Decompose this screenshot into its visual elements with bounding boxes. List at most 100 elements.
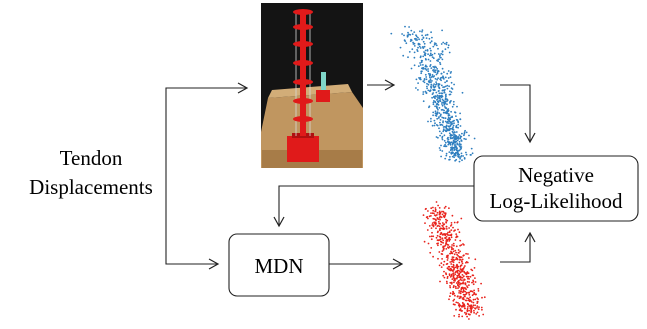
point-cloud-dot bbox=[429, 54, 432, 56]
point-cloud-dot bbox=[452, 142, 455, 145]
point-cloud-dot bbox=[455, 251, 457, 254]
point-cloud-dot bbox=[464, 290, 467, 293]
point-cloud-dot bbox=[456, 153, 459, 156]
point-cloud-dot bbox=[452, 131, 454, 134]
point-cloud-dot bbox=[438, 222, 441, 225]
point-cloud-dot bbox=[410, 39, 413, 42]
point-cloud-dot bbox=[461, 132, 463, 135]
point-cloud-dot bbox=[452, 299, 455, 302]
point-cloud-dot bbox=[461, 274, 464, 276]
point-cloud-dot bbox=[437, 101, 440, 104]
point-cloud-dot bbox=[453, 135, 455, 138]
point-cloud-dot bbox=[454, 143, 456, 146]
point-cloud-dot bbox=[404, 25, 406, 28]
point-cloud-dot bbox=[459, 258, 462, 261]
point-cloud-dot bbox=[444, 76, 447, 79]
point-cloud-dot bbox=[469, 275, 472, 278]
point-cloud-dot bbox=[431, 124, 434, 127]
point-cloud-dot bbox=[466, 280, 469, 283]
point-cloud-dot bbox=[472, 283, 475, 286]
point-cloud-dot bbox=[432, 206, 434, 209]
point-cloud-dot bbox=[455, 287, 457, 290]
point-cloud-dot bbox=[440, 227, 443, 230]
point-cloud-dot bbox=[416, 50, 419, 52]
point-cloud-dot bbox=[447, 143, 450, 146]
point-cloud-dot bbox=[432, 235, 435, 238]
point-cloud-dot bbox=[470, 311, 472, 314]
point-cloud-dot bbox=[466, 315, 468, 318]
point-cloud-dot bbox=[438, 147, 441, 149]
point-cloud-dot bbox=[430, 235, 433, 238]
point-cloud-dot bbox=[456, 139, 459, 142]
point-cloud-dot bbox=[474, 281, 477, 283]
point-cloud-dot bbox=[451, 143, 454, 146]
point-cloud-dot bbox=[468, 318, 470, 320]
point-cloud-dot bbox=[455, 115, 457, 117]
point-cloud-dot bbox=[457, 295, 459, 297]
point-cloud-dot bbox=[439, 100, 442, 103]
point-cloud-dot bbox=[443, 71, 445, 73]
point-cloud-dot bbox=[447, 110, 449, 113]
point-cloud-dot bbox=[424, 208, 427, 211]
point-cloud-dot bbox=[452, 261, 455, 263]
point-cloud-dot bbox=[421, 34, 423, 37]
point-cloud-dot bbox=[453, 154, 455, 157]
point-cloud-dot bbox=[457, 150, 459, 153]
point-cloud-dot bbox=[440, 253, 443, 255]
point-cloud-dot bbox=[434, 112, 437, 115]
point-cloud-dot bbox=[454, 148, 456, 151]
point-cloud-dot bbox=[449, 238, 451, 241]
point-cloud-dot bbox=[459, 304, 462, 307]
point-cloud-dot bbox=[422, 91, 425, 93]
point-cloud-dot bbox=[430, 83, 433, 86]
point-cloud-dot bbox=[446, 72, 449, 75]
point-cloud-dot bbox=[459, 125, 462, 127]
point-cloud-dot bbox=[459, 157, 461, 160]
point-cloud-dot bbox=[450, 236, 453, 239]
point-cloud-dot bbox=[435, 105, 438, 108]
point-cloud-dot bbox=[444, 143, 446, 146]
point-cloud-dot bbox=[445, 218, 447, 221]
point-cloud-dot bbox=[463, 307, 466, 310]
point-cloud-dot bbox=[453, 259, 455, 261]
point-cloud-dot bbox=[433, 218, 436, 220]
point-cloud-dot bbox=[447, 44, 450, 47]
point-cloud-dot bbox=[455, 236, 457, 239]
point-cloud-dot bbox=[464, 299, 467, 302]
point-cloud-dot bbox=[436, 117, 439, 120]
point-cloud-dot bbox=[435, 136, 438, 138]
point-cloud-dot bbox=[422, 214, 425, 217]
point-cloud-dot bbox=[445, 41, 448, 44]
point-cloud-dot bbox=[446, 128, 449, 131]
point-cloud-dot bbox=[451, 252, 454, 255]
point-cloud-dot bbox=[445, 248, 448, 250]
point-cloud-dot bbox=[454, 278, 457, 280]
point-cloud-dot bbox=[444, 205, 447, 208]
point-cloud-dot bbox=[443, 223, 446, 226]
point-cloud-dot bbox=[465, 153, 468, 156]
point-cloud-dot bbox=[427, 120, 429, 123]
point-cloud-dot bbox=[439, 121, 441, 124]
point-cloud-dot bbox=[462, 303, 465, 306]
point-cloud-dot bbox=[441, 103, 443, 105]
point-cloud-dot bbox=[424, 68, 427, 70]
point-cloud-dot bbox=[421, 59, 424, 62]
point-cloud-dot bbox=[466, 285, 468, 287]
point-cloud-dot bbox=[444, 85, 447, 88]
point-cloud-dot bbox=[445, 221, 447, 223]
point-cloud-dot bbox=[441, 89, 444, 92]
point-cloud-dot bbox=[453, 253, 456, 256]
point-cloud-dot bbox=[473, 289, 475, 292]
point-cloud-dot bbox=[472, 301, 475, 304]
point-cloud-dot bbox=[437, 244, 439, 247]
point-cloud-dot bbox=[432, 57, 435, 60]
point-cloud-dot bbox=[448, 51, 451, 54]
point-cloud-dot bbox=[457, 265, 460, 268]
point-cloud-dot bbox=[449, 285, 451, 287]
point-cloud-dot bbox=[436, 96, 439, 98]
point-cloud-dot bbox=[453, 244, 455, 247]
point-cloud-dot bbox=[467, 313, 470, 316]
point-cloud-dot bbox=[463, 278, 466, 281]
point-cloud-dot bbox=[422, 64, 424, 66]
point-cloud-dot bbox=[459, 308, 462, 310]
